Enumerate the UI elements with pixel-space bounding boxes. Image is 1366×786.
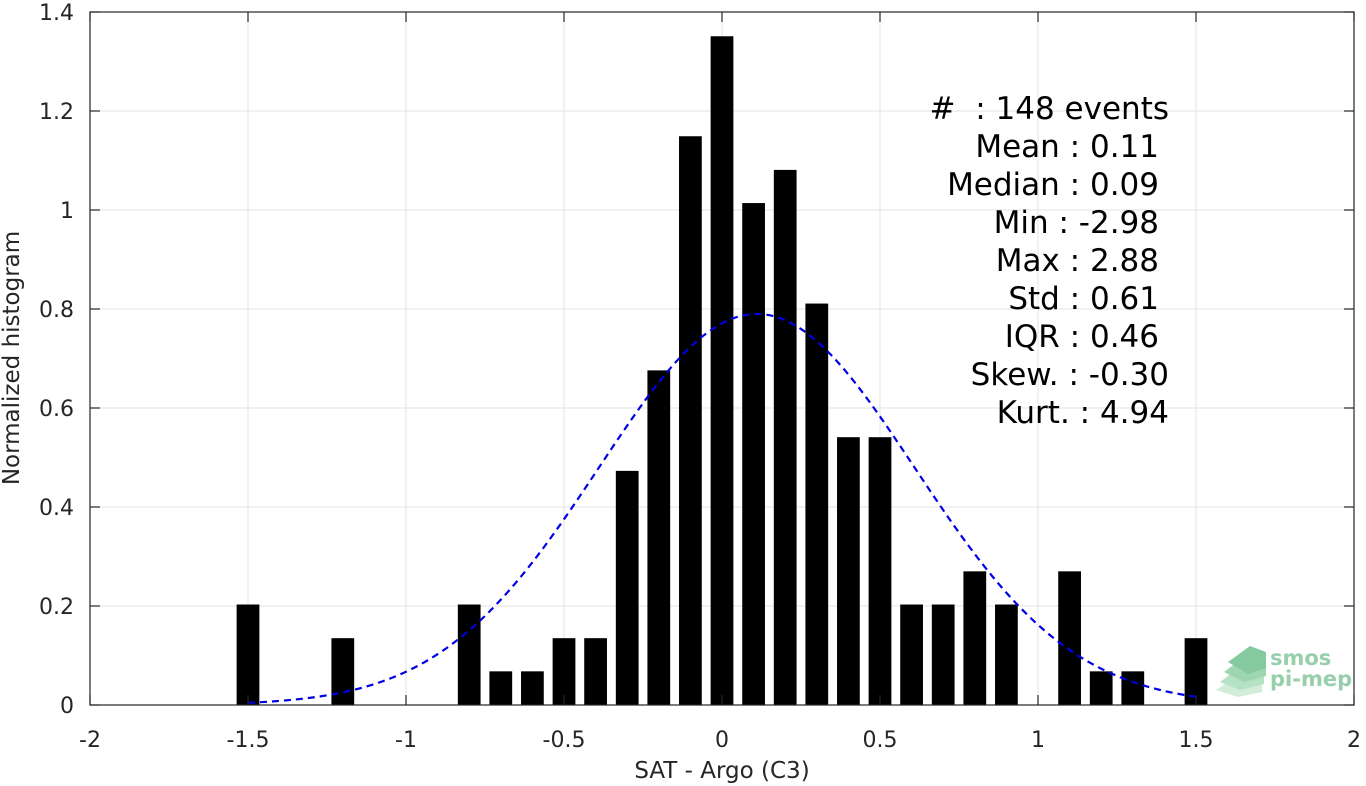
y-tick-label: 0.8 <box>39 298 74 323</box>
x-tick-label: -1.5 <box>227 728 270 753</box>
x-tick-label: 2 <box>1347 728 1361 753</box>
histogram-bar <box>552 638 576 705</box>
logo-text-pimep: pi-mep <box>1270 667 1352 691</box>
histogram-bar <box>931 604 955 705</box>
histogram-bar <box>900 604 923 705</box>
histogram-bar <box>584 638 607 705</box>
y-tick-labels: 0 0.2 0.4 0.6 0.8 1 1.2 1.4 <box>39 1 74 719</box>
stat-min: Min : -2.98 <box>994 205 1159 241</box>
gaussian-fit-curve <box>247 312 1197 704</box>
x-tick-label: 0 <box>715 728 729 753</box>
histogram-bar <box>805 303 829 705</box>
logo-text-smos: smos <box>1270 646 1331 670</box>
stat-std: Std : 0.61 <box>1008 281 1159 317</box>
histogram-bar <box>679 136 702 705</box>
stat-skew: Skew. : -0.30 <box>971 357 1169 393</box>
histogram-bar <box>868 437 892 705</box>
y-tick-label: 0.4 <box>39 496 74 521</box>
stat-median: Median : 0.09 <box>947 167 1159 203</box>
y-tick-label: 0 <box>60 694 74 719</box>
histogram-bar <box>963 571 987 705</box>
smos-pimep-logo: smos pi-mep <box>1216 646 1352 697</box>
histogram-bar <box>1121 671 1145 705</box>
histogram-bar <box>742 203 765 705</box>
x-tick-label: 1 <box>1031 728 1045 753</box>
stat-iqr: IQR : 0.46 <box>1005 319 1159 355</box>
histogram-bar <box>236 604 260 705</box>
histogram-bars <box>236 36 1208 705</box>
histogram-bar <box>615 470 639 705</box>
axis-ticks <box>89 11 1355 706</box>
histogram-bar <box>1089 671 1113 705</box>
histogram-bar <box>995 604 1018 705</box>
y-tick-label: 0.2 <box>39 595 74 620</box>
stat-mean: Mean : 0.11 <box>975 129 1159 165</box>
histogram-bar <box>647 370 671 705</box>
histogram-bar <box>1058 571 1081 705</box>
stat-max: Max : 2.88 <box>996 243 1159 279</box>
stats-annotation: # : 148 events Mean : 0.11 Median : 0.09… <box>930 91 1169 431</box>
histogram-bar <box>489 671 513 705</box>
y-tick-label: 0.6 <box>39 397 74 422</box>
x-tick-label: 1.5 <box>1179 728 1214 753</box>
stat-kurt: Kurt. : 4.94 <box>997 395 1169 431</box>
histogram-bar <box>1184 638 1208 705</box>
x-axis-label: SAT - Argo (C3) <box>634 758 809 784</box>
x-tick-label: -1 <box>395 728 417 753</box>
y-tick-label: 1 <box>60 199 74 224</box>
logo-layers-icon <box>1216 646 1266 697</box>
histogram-bar <box>773 169 797 705</box>
histogram-bar <box>457 604 481 705</box>
histogram-bar <box>521 671 544 705</box>
histogram-bar <box>710 36 734 705</box>
histogram-bar <box>331 638 355 705</box>
y-tick-label: 1.2 <box>39 100 74 125</box>
y-tick-label: 1.4 <box>39 1 74 26</box>
x-tick-labels: -2 -1.5 -1 -0.5 0 0.5 1 1.5 2 <box>79 728 1361 753</box>
x-tick-label: -2 <box>79 728 101 753</box>
y-axis-label: Normalized histogram <box>0 231 25 485</box>
histogram-bar <box>837 437 860 705</box>
x-tick-label: 0.5 <box>863 728 898 753</box>
x-tick-label: -0.5 <box>543 728 586 753</box>
stat-events: # : 148 events <box>930 91 1169 127</box>
